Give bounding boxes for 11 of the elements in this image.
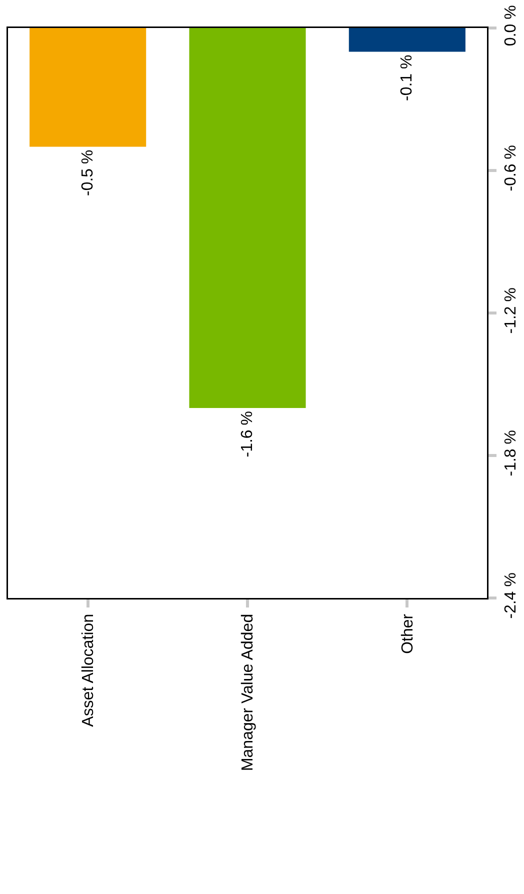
x-tick-label: Other [399,613,416,654]
x-tick-label: Manager Value Added [240,614,257,772]
data-label: -0.1 % [398,54,416,101]
y-tick-label: -2.4 % [502,572,520,619]
y-tick-label: -1.2 % [502,287,520,334]
y-tick-label: -0.6 % [502,144,520,192]
data-label: -1.6 % [239,411,256,458]
y-tick-label: 0.0 % [502,5,520,46]
data-label: -0.5 % [79,150,96,196]
y-tick-label: -1.8 % [502,430,520,476]
x-tick-label: Asset Allocation [80,614,98,727]
